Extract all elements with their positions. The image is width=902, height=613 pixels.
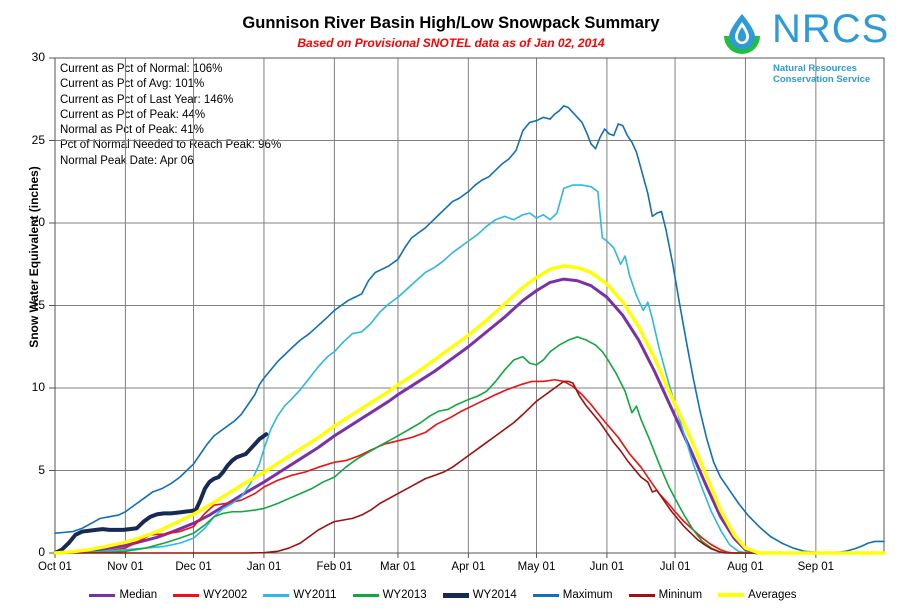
series-line-wy2002	[54, 378, 885, 554]
legend-swatch	[718, 593, 745, 597]
series-line-averages	[53, 264, 886, 555]
nrcs-tagline-line1: Natural Resources	[773, 63, 857, 74]
nrcs-logo: NRCS Natural Resources Conservation Serv…	[716, 7, 896, 94]
stat-line: Current as Pct of Peak: 44%	[60, 108, 206, 121]
x-tick-label: Oct 01	[38, 561, 72, 573]
series-line-wy2013	[54, 336, 885, 554]
series-line-wy2011	[54, 184, 885, 554]
x-tick-label: Jun 01	[589, 561, 625, 573]
series-line-median	[53, 277, 886, 555]
legend-item[interactable]: WY2014	[442, 589, 517, 601]
page-subtitle: Based on Provisional SNOTEL data as of J…	[297, 36, 605, 50]
legend-item[interactable]: Median	[89, 589, 157, 601]
chart-legend: Median WY2002 WY2011 WY2013 WY2014 Maximum Min…	[0, 585, 902, 605]
legend-swatch	[89, 593, 116, 597]
legend-item[interactable]: Mininum	[628, 589, 703, 601]
stat-line: Current as Pct of Normal: 106%	[60, 63, 223, 75]
series-line-wy2014	[53, 432, 269, 555]
y-tick-label: 20	[31, 215, 45, 229]
y-tick-label: 10	[31, 380, 45, 394]
y-tick-label: 5	[38, 462, 45, 477]
legend-swatch	[173, 593, 200, 597]
water-drop-icon	[724, 14, 760, 54]
legend-item[interactable]: Averages	[718, 589, 797, 601]
statistics-block: Current as Pct of Normal: 106% Current a…	[60, 62, 281, 169]
nrcs-wordmark: NRCS	[772, 7, 890, 51]
legend-label: Averages	[748, 589, 797, 601]
legend-label: WY2013	[382, 589, 427, 601]
legend-swatch	[532, 593, 559, 597]
x-tick-label: Nov 01	[107, 561, 144, 573]
x-tick-label: Jul 01	[659, 561, 691, 573]
y-tick-label: 15	[31, 297, 45, 312]
legend-label: Median	[119, 589, 158, 601]
stat-line: Pct of Normal Needed to Reach Peak: 96%	[60, 139, 282, 152]
x-tick-label: Sep 01	[797, 561, 835, 573]
legend-label: WY2011	[293, 589, 337, 601]
x-tick-label: Feb 01	[316, 561, 353, 573]
legend-label: WY2014	[472, 589, 517, 601]
stat-line: Current as Pct of Last Year: 146%	[60, 93, 234, 106]
y-tick-label: 0	[38, 545, 45, 559]
nrcs-tagline-line2: Conservation Service	[773, 74, 871, 85]
stat-line: Normal Peak Date: Apr 06	[60, 154, 194, 167]
x-tick-label: May 01	[517, 561, 556, 573]
x-tick-label: Jan 01	[246, 561, 282, 573]
x-tick-label: Mar 01	[380, 561, 416, 573]
legend-label: WY2002	[203, 589, 248, 601]
y-tick-label: 30	[31, 50, 45, 64]
series-line-maximum	[54, 105, 885, 554]
legend-label: Mininum	[658, 589, 703, 601]
legend-item[interactable]: Maximum	[532, 589, 613, 601]
series-line-mininum	[54, 380, 885, 554]
legend-item[interactable]: WY2011	[263, 589, 337, 601]
legend-item[interactable]: WY2013	[352, 589, 427, 601]
stat-line: Current as Pct of Avg: 101%	[60, 78, 205, 91]
legend-swatch	[628, 593, 655, 597]
legend-label: Maximum	[562, 589, 613, 601]
nrcs-tagline: Natural Resources Conservation Service	[773, 63, 870, 85]
legend-swatch	[263, 593, 290, 597]
x-tick-label: Aug 01	[727, 561, 764, 573]
legend-item[interactable]: WY2002	[173, 589, 247, 601]
x-tick-label: Apr 01	[451, 561, 486, 573]
legend-swatch	[442, 592, 469, 598]
stat-line: Normal as Pct of Peak: 41%	[60, 124, 204, 137]
page-title: Gunnison River Basin High/Low Snowpack S…	[242, 14, 660, 32]
legend-swatch	[352, 593, 379, 597]
y-tick-label: 25	[31, 132, 45, 147]
x-tick-label: Dec 01	[175, 561, 212, 573]
